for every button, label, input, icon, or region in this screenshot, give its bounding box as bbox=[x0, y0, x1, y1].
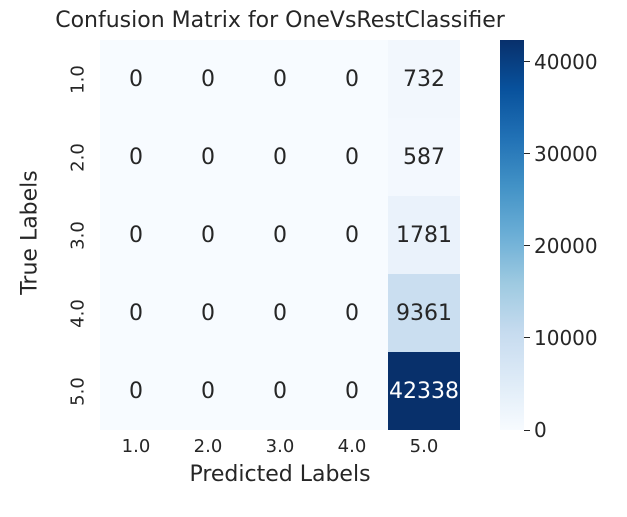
x-tick-label: 2.0 bbox=[178, 436, 238, 457]
heatmap-cell: 42338 bbox=[388, 352, 460, 430]
y-tick-label: 5.0 bbox=[68, 367, 89, 417]
colorbar bbox=[500, 40, 524, 430]
heatmap-cell: 9361 bbox=[388, 274, 460, 352]
heatmap-cell: 1781 bbox=[388, 196, 460, 274]
heatmap-cell: 0 bbox=[172, 196, 244, 274]
heatmap-cell: 0 bbox=[316, 274, 388, 352]
colorbar-tick-label: 20000 bbox=[534, 234, 598, 258]
heatmap-cell: 0 bbox=[172, 118, 244, 196]
colorbar-tick-mark bbox=[524, 430, 530, 431]
heatmap-cell: 0 bbox=[244, 40, 316, 118]
heatmap-cell: 587 bbox=[388, 118, 460, 196]
colorbar-tick: 0 bbox=[524, 418, 547, 442]
y-tick-label: 4.0 bbox=[68, 289, 89, 339]
colorbar-tick-label: 30000 bbox=[534, 142, 598, 166]
heatmap-cell: 0 bbox=[100, 196, 172, 274]
heatmap-cell: 0 bbox=[172, 40, 244, 118]
heatmap-cell: 0 bbox=[172, 352, 244, 430]
x-axis-label: Predicted Labels bbox=[100, 462, 460, 487]
heatmap-cell: 0 bbox=[172, 274, 244, 352]
colorbar-tick-label: 0 bbox=[534, 418, 547, 442]
x-tick-label: 3.0 bbox=[250, 436, 310, 457]
heatmap-cell: 0 bbox=[100, 40, 172, 118]
colorbar-tick: 30000 bbox=[524, 142, 598, 166]
heatmap-cell: 0 bbox=[244, 274, 316, 352]
colorbar-tick-mark bbox=[524, 245, 530, 246]
colorbar-tick: 40000 bbox=[524, 50, 598, 74]
colorbar-tick: 10000 bbox=[524, 326, 598, 350]
y-tick-label: 3.0 bbox=[68, 211, 89, 261]
chart-title: Confusion Matrix for OneVsRestClassifier bbox=[50, 8, 510, 33]
heatmap-cell: 0 bbox=[316, 118, 388, 196]
heatmap-cell: 0 bbox=[316, 352, 388, 430]
heatmap-cell: 0 bbox=[244, 196, 316, 274]
colorbar-tick-label: 10000 bbox=[534, 326, 598, 350]
y-tick-label: 1.0 bbox=[68, 55, 89, 105]
heatmap-cell: 0 bbox=[100, 274, 172, 352]
y-axis-label: True Labels bbox=[18, 133, 43, 333]
heatmap-grid: 000073200005870000178100009361000042338 bbox=[100, 40, 460, 430]
y-tick-label: 2.0 bbox=[68, 133, 89, 183]
colorbar-tick: 20000 bbox=[524, 234, 598, 258]
heatmap-cell: 0 bbox=[316, 40, 388, 118]
heatmap-cell: 0 bbox=[244, 118, 316, 196]
heatmap-cell: 0 bbox=[100, 352, 172, 430]
confusion-matrix-chart: Confusion Matrix for OneVsRestClassifier… bbox=[0, 0, 627, 517]
colorbar-tick-mark bbox=[524, 337, 530, 338]
colorbar-tick-mark bbox=[524, 153, 530, 154]
heatmap-cell: 732 bbox=[388, 40, 460, 118]
x-tick-label: 4.0 bbox=[322, 436, 382, 457]
heatmap-cell: 0 bbox=[100, 118, 172, 196]
x-tick-label: 5.0 bbox=[394, 436, 454, 457]
heatmap-cell: 0 bbox=[244, 352, 316, 430]
x-tick-label: 1.0 bbox=[106, 436, 166, 457]
colorbar-tick-mark bbox=[524, 61, 530, 62]
heatmap-cell: 0 bbox=[316, 196, 388, 274]
colorbar-tick-label: 40000 bbox=[534, 50, 598, 74]
